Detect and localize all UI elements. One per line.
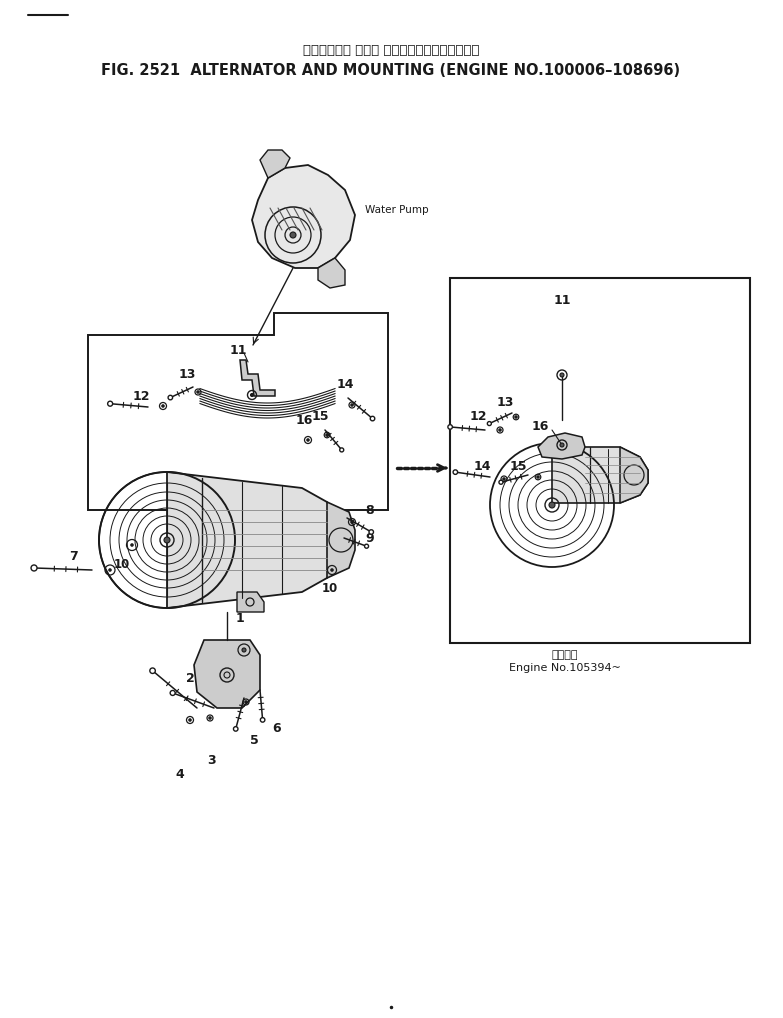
Circle shape xyxy=(499,429,501,432)
Circle shape xyxy=(109,569,111,571)
Text: 15: 15 xyxy=(509,460,527,473)
Polygon shape xyxy=(538,433,585,459)
Text: 7: 7 xyxy=(70,550,78,563)
Text: 13: 13 xyxy=(179,367,196,381)
Text: 16: 16 xyxy=(295,413,312,427)
Polygon shape xyxy=(237,592,264,612)
Circle shape xyxy=(307,439,309,441)
Text: 8: 8 xyxy=(366,504,374,516)
Text: 15: 15 xyxy=(312,409,329,422)
Text: 12: 12 xyxy=(469,410,487,423)
Circle shape xyxy=(189,719,191,721)
Circle shape xyxy=(197,391,199,393)
Circle shape xyxy=(164,538,170,543)
Circle shape xyxy=(453,470,457,474)
Circle shape xyxy=(487,421,492,426)
Text: 3: 3 xyxy=(207,753,216,767)
Text: 1: 1 xyxy=(236,612,244,624)
Circle shape xyxy=(499,480,503,485)
Text: Engine No.105394~: Engine No.105394~ xyxy=(509,663,621,673)
Circle shape xyxy=(31,565,37,571)
Text: 2: 2 xyxy=(186,672,194,684)
Circle shape xyxy=(233,727,238,731)
Polygon shape xyxy=(194,640,260,708)
Circle shape xyxy=(351,521,353,523)
Circle shape xyxy=(209,717,211,719)
Circle shape xyxy=(365,545,369,549)
Polygon shape xyxy=(620,447,648,503)
Circle shape xyxy=(162,405,164,407)
Text: 13: 13 xyxy=(496,396,514,409)
Circle shape xyxy=(326,434,328,436)
Circle shape xyxy=(107,401,113,406)
Polygon shape xyxy=(252,165,355,268)
Polygon shape xyxy=(167,472,340,608)
Text: FIG. 2521  ALTERNATOR AND MOUNTING (ENGINE NO.100006–108696): FIG. 2521 ALTERNATOR AND MOUNTING (ENGIN… xyxy=(102,62,680,77)
Circle shape xyxy=(170,690,175,695)
Text: 適用号機: 適用号機 xyxy=(552,651,579,660)
Polygon shape xyxy=(318,258,345,288)
Text: 11: 11 xyxy=(554,293,571,306)
Text: 14: 14 xyxy=(473,460,491,473)
Circle shape xyxy=(251,394,254,396)
Polygon shape xyxy=(260,150,290,178)
Circle shape xyxy=(261,718,265,722)
Bar xyxy=(450,278,750,643)
Circle shape xyxy=(369,529,373,534)
Polygon shape xyxy=(327,502,355,578)
Circle shape xyxy=(242,648,246,652)
Circle shape xyxy=(290,232,296,238)
Text: 6: 6 xyxy=(272,722,281,735)
Circle shape xyxy=(370,416,375,420)
Circle shape xyxy=(560,373,564,377)
Circle shape xyxy=(168,395,172,400)
Polygon shape xyxy=(240,360,275,396)
Circle shape xyxy=(150,668,155,674)
Circle shape xyxy=(245,700,247,703)
Text: 10: 10 xyxy=(322,581,338,595)
Circle shape xyxy=(131,544,133,547)
Text: Water Pump: Water Pump xyxy=(365,205,428,215)
Circle shape xyxy=(560,443,564,447)
Text: 12: 12 xyxy=(132,391,150,403)
Text: オルタネータ および マウンティング　適用号機: オルタネータ および マウンティング 適用号機 xyxy=(303,44,479,57)
Circle shape xyxy=(448,425,453,430)
Circle shape xyxy=(351,404,353,406)
Polygon shape xyxy=(552,447,648,503)
Circle shape xyxy=(514,415,518,418)
Text: 10: 10 xyxy=(114,559,130,571)
Circle shape xyxy=(549,502,555,508)
Text: 9: 9 xyxy=(366,531,374,545)
Text: 11: 11 xyxy=(229,343,247,356)
Circle shape xyxy=(503,477,505,480)
Text: 16: 16 xyxy=(532,420,549,434)
Text: 14: 14 xyxy=(336,379,354,392)
Text: 4: 4 xyxy=(175,769,184,782)
Circle shape xyxy=(330,569,334,571)
Circle shape xyxy=(340,448,344,452)
Circle shape xyxy=(537,475,539,478)
Text: 5: 5 xyxy=(250,734,258,746)
